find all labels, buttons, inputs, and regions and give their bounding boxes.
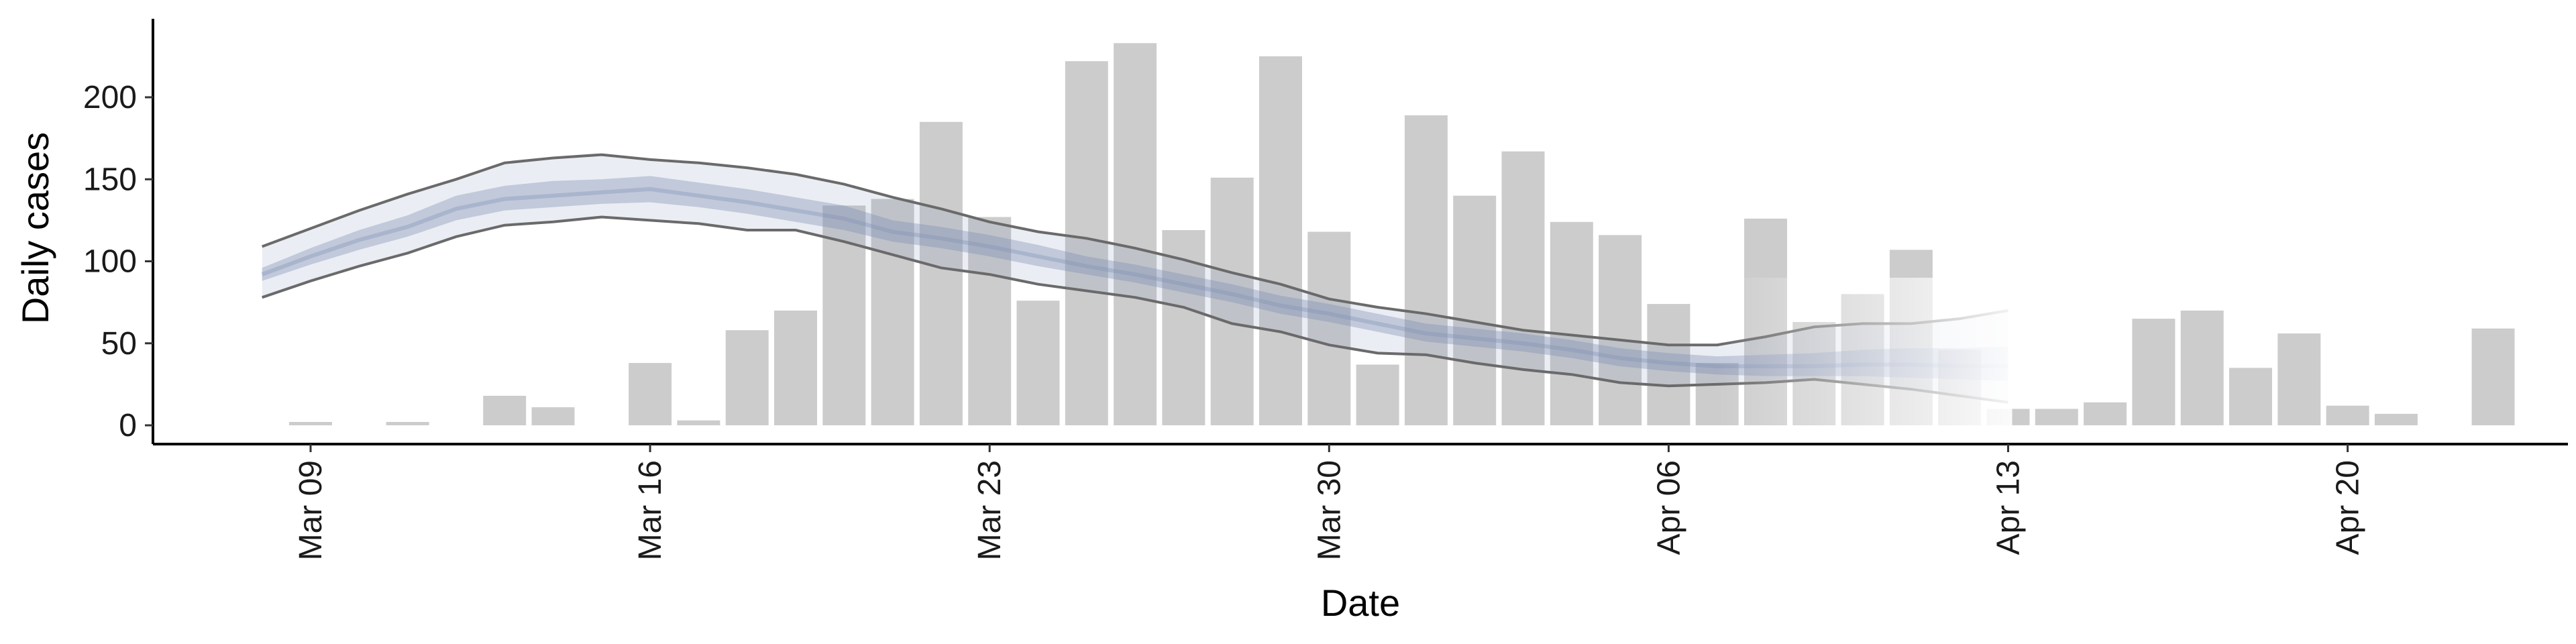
bar-2020-04-16 — [2132, 319, 2176, 425]
y-tick-label-50: 50 — [101, 326, 137, 362]
bar-2020-04-06 — [1647, 304, 1690, 425]
bar-2020-03-23 — [968, 217, 1012, 425]
y-tick-label-150: 150 — [83, 162, 137, 197]
bar-2020-04-23 — [2471, 328, 2515, 425]
x-tick-label-2020-03-09: Mar 09 — [293, 460, 329, 560]
bar-2020-03-16 — [629, 363, 672, 425]
axes-layer — [152, 19, 2568, 445]
bar-2020-04-05 — [1599, 235, 1642, 425]
bar-2020-03-24 — [1016, 301, 1060, 425]
y-tick-label-100: 100 — [83, 244, 137, 280]
estimate-iqr-band — [262, 176, 2008, 381]
bar-2020-03-25 — [1065, 61, 1108, 425]
bar-2020-03-11 — [386, 422, 429, 425]
bar-2020-04-04 — [1550, 221, 1593, 425]
x-tick-label-2020-03-30: Mar 30 — [1311, 460, 1347, 560]
x-tick-label-2020-03-23: Mar 23 — [972, 460, 1008, 560]
bar-2020-04-18 — [2229, 368, 2272, 425]
bar-2020-03-26 — [1114, 43, 1157, 426]
bar-2020-03-17 — [677, 420, 720, 425]
x-tick-label-2020-04-06: Apr 06 — [1651, 460, 1686, 555]
bar-2020-03-28 — [1210, 177, 1254, 425]
estimate-90ci-band — [262, 154, 2008, 402]
bar-2020-03-09 — [289, 422, 332, 425]
bar-2020-04-02 — [1453, 195, 1497, 425]
x-tick-label-2020-04-13: Apr 13 — [1991, 460, 2027, 555]
y-axis-title: Daily cases — [14, 132, 56, 324]
y-tick-label-0: 0 — [119, 408, 137, 443]
bar-2020-04-03 — [1501, 151, 1545, 425]
bar-2020-04-17 — [2180, 310, 2224, 425]
bar-2020-04-21 — [2374, 413, 2418, 425]
x-axis-title: Date — [1321, 582, 1400, 624]
x-tick-label-2020-04-20: Apr 20 — [2330, 460, 2366, 555]
bar-2020-04-20 — [2326, 405, 2369, 425]
y-tick-label-200: 200 — [83, 80, 137, 115]
tick-labels-layer: 0 50 100 150 200 Mar 09 Mar 16 Mar 23 Mar 30 Apr … — [83, 80, 2366, 560]
bars-layer — [289, 43, 2515, 426]
bar-2020-04-15 — [2084, 402, 2127, 425]
bar-2020-04-01 — [1404, 115, 1448, 425]
projection-fade-overlay — [1717, 278, 2012, 428]
bar-2020-03-18 — [725, 330, 769, 425]
bar-2020-03-29 — [1259, 56, 1302, 425]
bar-2020-03-22 — [919, 121, 963, 425]
bar-2020-03-19 — [774, 310, 817, 425]
bar-2020-03-30 — [1307, 231, 1351, 425]
x-tick-label-2020-03-16: Mar 16 — [633, 460, 668, 560]
bar-2020-03-14 — [531, 407, 575, 425]
bar-2020-04-19 — [2277, 333, 2321, 425]
bar-2020-03-31 — [1356, 364, 1399, 425]
bar-2020-03-21 — [871, 199, 914, 425]
bar-2020-04-14 — [2035, 409, 2078, 425]
bar-2020-03-13 — [483, 396, 527, 425]
